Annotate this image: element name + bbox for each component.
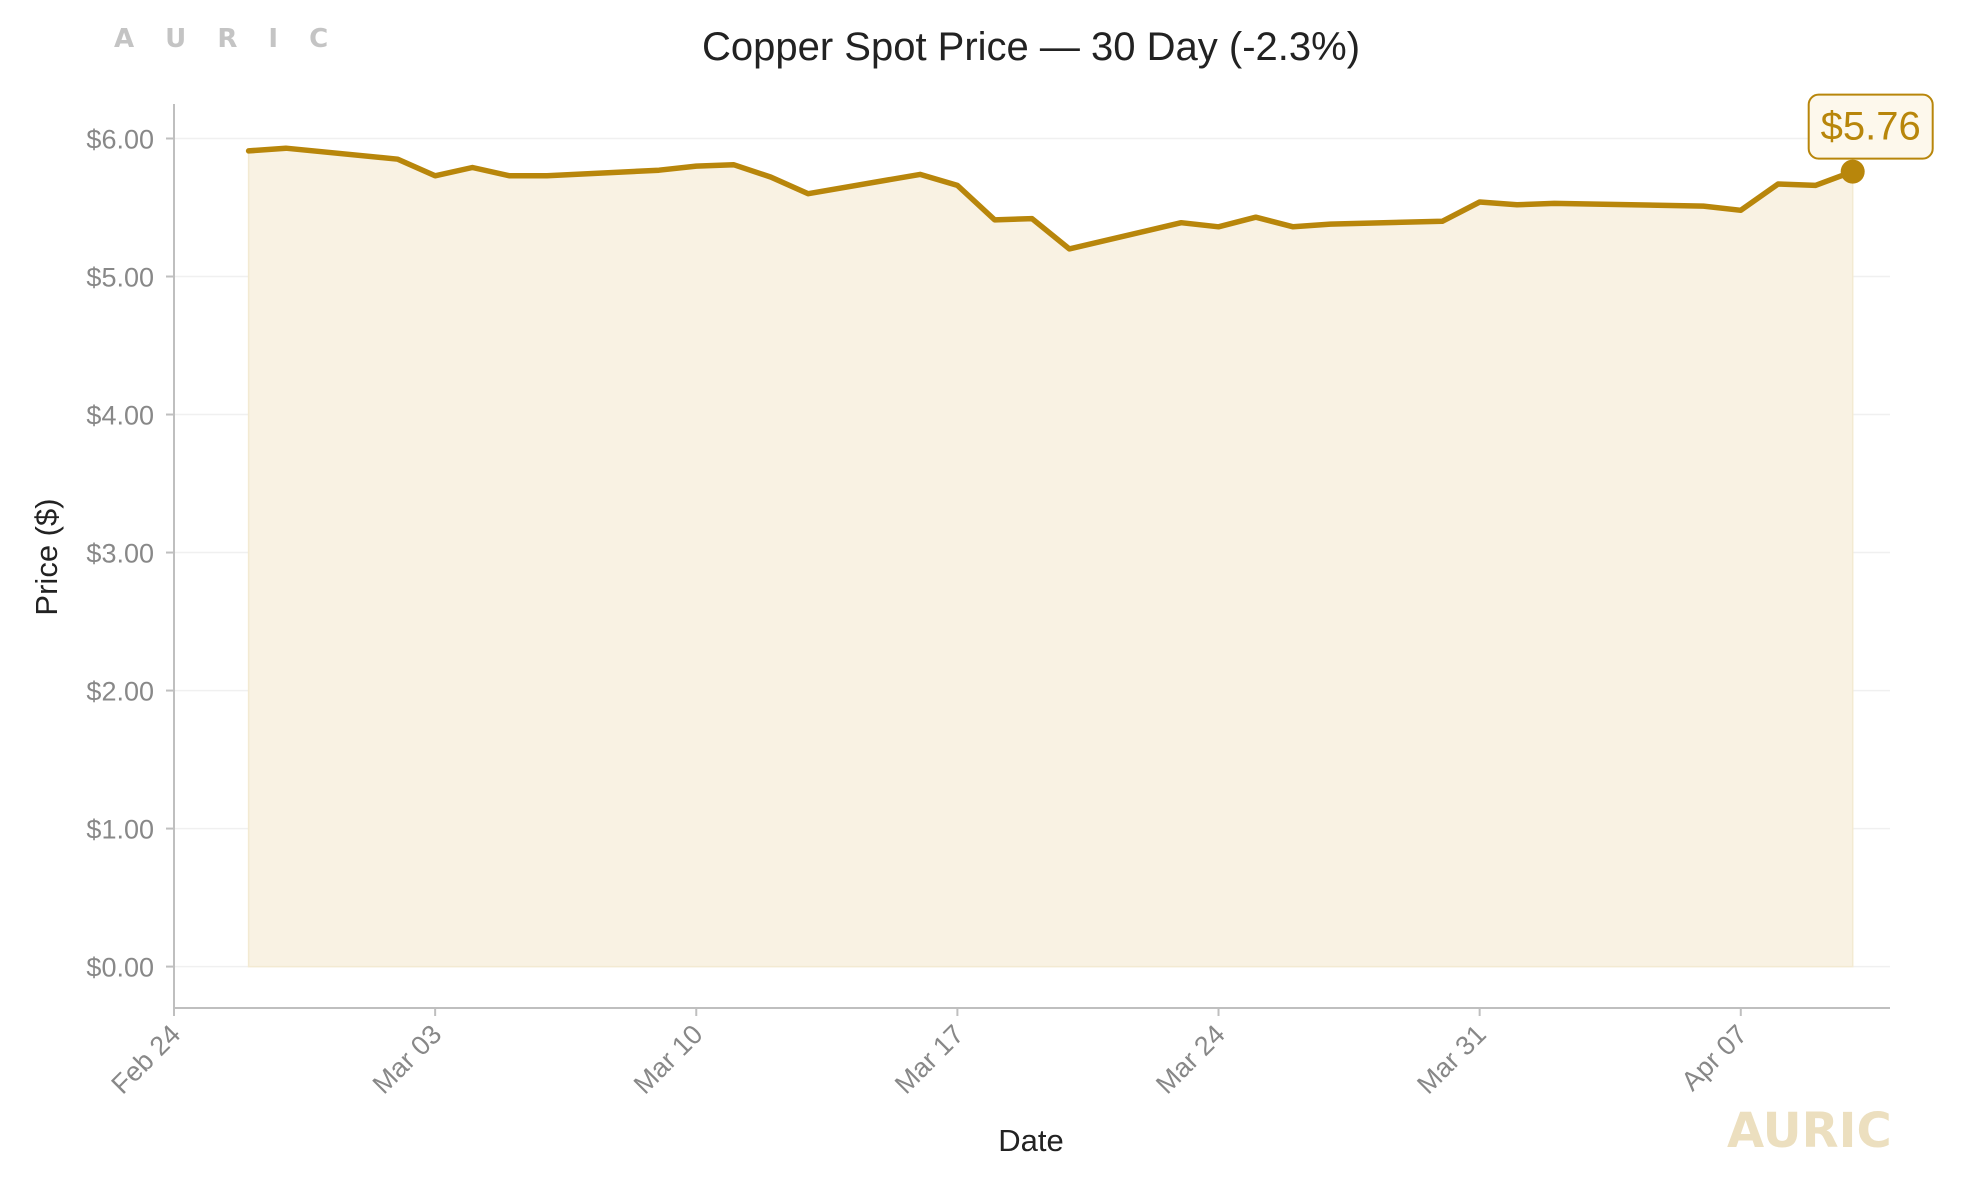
x-tick-label: Mar 31 — [1411, 1019, 1492, 1100]
x-axis-ticks: Feb 24 Mar 03 Mar 10 Mar 17 Mar 24 Mar 31 Apr … — [106, 1008, 1753, 1100]
y-tick-label: $4.00 — [86, 401, 154, 431]
last-value-label: $5.76 — [1821, 105, 1921, 149]
x-tick-label: Mar 03 — [367, 1019, 448, 1100]
x-tick-label: Mar 24 — [1150, 1019, 1231, 1100]
y-axis-ticks: $0.00 $1.00 $2.00 $3.00 $4.00 $5.00 $6.00 — [86, 125, 174, 983]
brand-watermark-bottom: AURIC — [1727, 1103, 1892, 1159]
last-value-callout — [1807, 93, 1934, 160]
y-tick-label: $2.00 — [86, 677, 154, 707]
brand-watermark-top: A U R I C — [114, 24, 340, 54]
last-value-marker: $5.76 — [1807, 93, 1934, 184]
y-axis-label: Price ($) — [29, 498, 64, 615]
price-line — [245, 145, 1856, 252]
x-tick-label: Apr 07 — [1676, 1019, 1753, 1096]
y-tick-label: $6.00 — [86, 125, 154, 155]
y-tick-label: $5.00 — [86, 263, 154, 293]
y-tick-label: $3.00 — [86, 539, 154, 569]
last-value-dot — [1840, 159, 1865, 184]
y-tick-label: $0.00 — [86, 953, 154, 983]
x-tick-label: Mar 10 — [628, 1019, 709, 1100]
x-tick-label: Feb 24 — [106, 1019, 187, 1100]
price-area-fill — [247, 147, 1854, 968]
x-tick-label: Mar 17 — [889, 1019, 970, 1100]
x-axis-label: Date — [998, 1123, 1063, 1158]
y-tick-label: $1.00 — [86, 815, 154, 845]
axes — [173, 104, 1890, 1009]
chart-title: Copper Spot Price — 30 Day (-2.3%) — [702, 25, 1360, 69]
